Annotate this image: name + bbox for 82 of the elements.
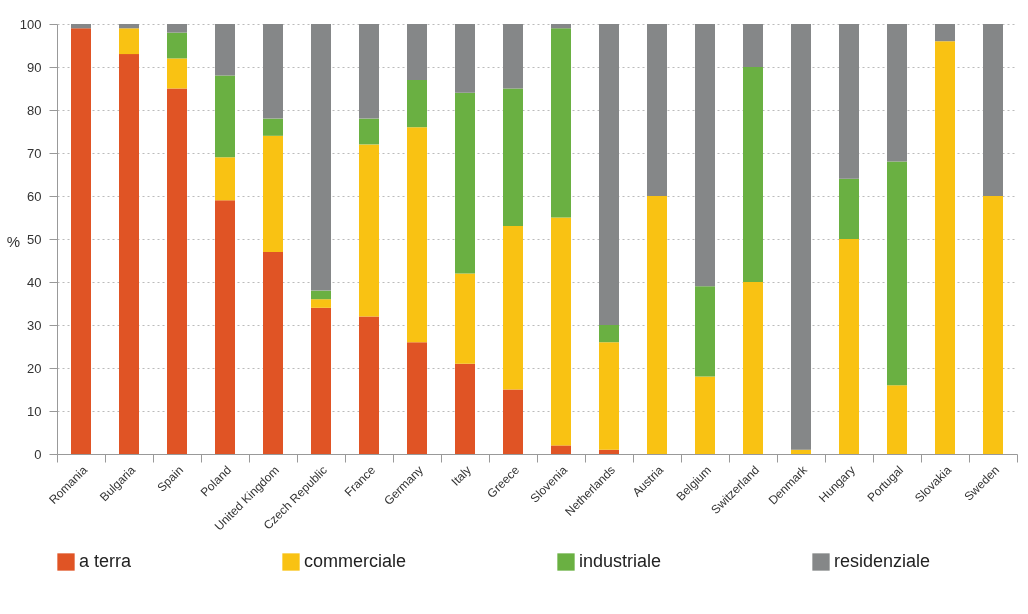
bar bbox=[407, 24, 427, 80]
y-tick-label: 100 bbox=[19, 16, 42, 32]
y-axis-title: % bbox=[6, 232, 21, 250]
bar bbox=[407, 79, 427, 128]
bar bbox=[407, 342, 427, 454]
bar bbox=[119, 24, 139, 29]
bar bbox=[983, 24, 1003, 196]
bar bbox=[263, 135, 283, 252]
bar bbox=[983, 196, 1003, 454]
y-tick-label: 30 bbox=[27, 317, 42, 333]
bar bbox=[599, 325, 619, 343]
bar bbox=[263, 118, 283, 136]
bar bbox=[935, 24, 955, 42]
bar bbox=[599, 24, 619, 325]
bar bbox=[359, 316, 379, 454]
bar bbox=[839, 24, 859, 179]
bar bbox=[599, 342, 619, 450]
y-tick-label: 50 bbox=[27, 231, 42, 247]
y-tick-label: 90 bbox=[27, 59, 42, 75]
bar bbox=[551, 24, 571, 29]
bar bbox=[647, 24, 667, 196]
bar bbox=[167, 24, 187, 33]
bar bbox=[599, 449, 619, 454]
bar bbox=[887, 24, 907, 162]
bar bbox=[743, 282, 763, 454]
bar bbox=[503, 88, 523, 227]
bar bbox=[455, 363, 475, 454]
bar bbox=[167, 32, 187, 59]
y-tick-label: 60 bbox=[27, 188, 42, 204]
bar bbox=[839, 178, 859, 239]
bar bbox=[167, 58, 187, 89]
bar bbox=[311, 307, 331, 454]
bar bbox=[167, 88, 187, 454]
legend-label: residenziale bbox=[834, 551, 931, 571]
bar bbox=[695, 286, 715, 377]
bar bbox=[455, 92, 475, 274]
bar bbox=[695, 24, 715, 287]
legend-label: commerciale bbox=[304, 551, 407, 571]
bar bbox=[119, 28, 139, 55]
bar bbox=[359, 144, 379, 317]
legend-label: industriale bbox=[579, 551, 662, 571]
bar bbox=[503, 24, 523, 89]
bar bbox=[119, 54, 139, 454]
bar bbox=[887, 385, 907, 454]
y-tick-label: 80 bbox=[27, 102, 42, 118]
bar bbox=[215, 75, 235, 158]
bar bbox=[887, 161, 907, 386]
y-tick-label: 10 bbox=[27, 403, 42, 419]
y-tick-label: 0 bbox=[34, 446, 42, 462]
bar bbox=[791, 449, 811, 454]
bar bbox=[215, 157, 235, 201]
bar bbox=[551, 445, 571, 454]
bar bbox=[71, 28, 91, 454]
bar bbox=[263, 251, 283, 454]
bar bbox=[71, 24, 91, 29]
bar bbox=[695, 376, 715, 454]
bar bbox=[407, 127, 427, 343]
bar bbox=[743, 24, 763, 67]
bar bbox=[551, 28, 571, 218]
bar bbox=[455, 24, 475, 93]
bar bbox=[503, 389, 523, 454]
bar bbox=[839, 239, 859, 454]
bar bbox=[311, 24, 331, 291]
bar bbox=[263, 24, 283, 119]
x-tick-label: Italy bbox=[448, 463, 474, 489]
bar bbox=[551, 217, 571, 446]
legend-label: a terra bbox=[79, 551, 133, 571]
y-tick-label: 70 bbox=[27, 145, 42, 161]
bar bbox=[215, 200, 235, 454]
bar bbox=[935, 41, 955, 454]
bar bbox=[455, 273, 475, 364]
bar bbox=[311, 299, 331, 308]
bar bbox=[215, 24, 235, 76]
bar bbox=[791, 24, 811, 450]
bar bbox=[359, 24, 379, 119]
y-tick-label: 20 bbox=[27, 360, 42, 376]
y-tick-label: 40 bbox=[27, 274, 42, 290]
bar bbox=[647, 196, 667, 454]
bar bbox=[359, 118, 379, 145]
bar bbox=[311, 290, 331, 300]
bar bbox=[743, 67, 763, 282]
bar bbox=[503, 226, 523, 390]
